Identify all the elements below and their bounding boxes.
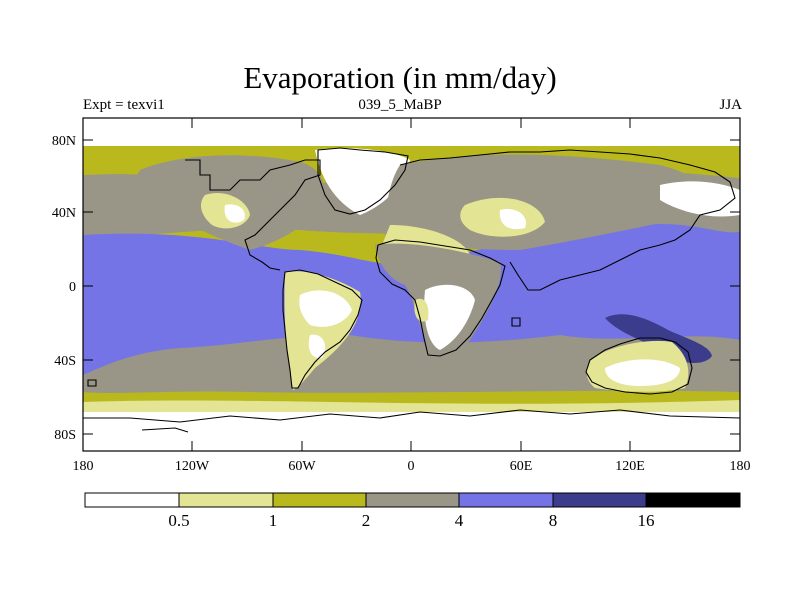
colorbar-label: 2 [362, 511, 371, 530]
colorbar-box [85, 493, 179, 507]
colorbar-box [366, 493, 459, 507]
colorbar: 0.5 1 2 4 8 16 [84, 492, 741, 530]
colorbar-label: 8 [549, 511, 558, 530]
colorbar-box [646, 493, 740, 507]
colorbar-box [179, 493, 273, 507]
colorbar-box [553, 493, 646, 507]
colorbar-box [273, 493, 366, 507]
colorbar-label: 16 [638, 511, 655, 530]
x-tick-label: 180 [73, 459, 94, 474]
x-tick-label: 0 [408, 459, 415, 474]
y-axis-ticks [83, 139, 740, 435]
y-tick-label: 80N [52, 134, 76, 149]
evaporation-field [83, 118, 740, 451]
colorbar-box [459, 493, 553, 507]
experiment-label: Expt = texvi1 [83, 97, 165, 113]
y-tick-label: 0 [69, 280, 76, 295]
map-title: Evaporation (in mm/day) [243, 60, 557, 95]
x-tick-label: 60W [288, 459, 316, 474]
coastlines [83, 147, 740, 433]
x-tick-label: 120W [175, 459, 210, 474]
y-tick-label: 40N [52, 206, 76, 221]
x-tick-label: 120E [615, 459, 645, 474]
x-tick-label: 180 [730, 459, 751, 474]
x-tick-label: 60E [510, 459, 533, 474]
colorbar-label: 0.5 [168, 511, 189, 530]
season-label: JJA [719, 97, 742, 113]
colorbar-label: 1 [269, 511, 278, 530]
y-tick-label: 80S [54, 428, 76, 443]
period-label: 039_5_MaBP [358, 97, 442, 113]
colorbar-label: 4 [455, 511, 464, 530]
x-axis-ticks [82, 118, 741, 451]
y-tick-label: 40S [54, 354, 76, 369]
